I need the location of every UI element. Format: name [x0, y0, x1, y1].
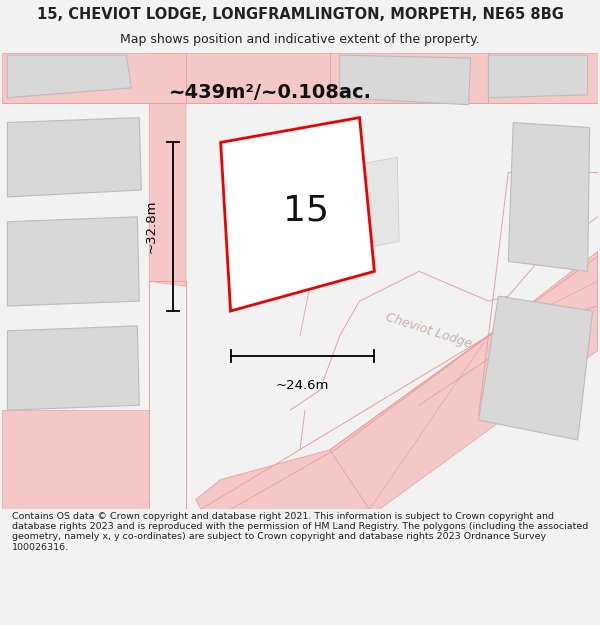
- Polygon shape: [7, 55, 131, 98]
- Polygon shape: [7, 217, 139, 306]
- Polygon shape: [318, 158, 399, 256]
- Polygon shape: [479, 296, 593, 440]
- Text: Map shows position and indicative extent of the property.: Map shows position and indicative extent…: [120, 33, 480, 46]
- Text: 15: 15: [283, 194, 329, 228]
- Text: Contains OS data © Crown copyright and database right 2021. This information is : Contains OS data © Crown copyright and d…: [12, 512, 588, 552]
- Text: ~439m²/~0.108ac.: ~439m²/~0.108ac.: [169, 83, 372, 102]
- Polygon shape: [149, 53, 186, 286]
- Polygon shape: [7, 118, 142, 197]
- Text: ~24.6m: ~24.6m: [276, 379, 329, 392]
- Polygon shape: [340, 55, 470, 105]
- Polygon shape: [370, 281, 598, 509]
- Polygon shape: [488, 55, 587, 98]
- Polygon shape: [196, 251, 598, 509]
- Polygon shape: [2, 53, 598, 102]
- Polygon shape: [221, 118, 374, 311]
- Text: 15, CHEVIOT LODGE, LONGFRAMLINGTON, MORPETH, NE65 8BG: 15, CHEVIOT LODGE, LONGFRAMLINGTON, MORP…: [37, 8, 563, 22]
- Text: ~32.8m: ~32.8m: [145, 200, 158, 254]
- Polygon shape: [508, 122, 590, 271]
- Text: Cheviot Lodge: Cheviot Lodge: [384, 311, 473, 351]
- Polygon shape: [7, 326, 139, 410]
- Polygon shape: [2, 410, 149, 509]
